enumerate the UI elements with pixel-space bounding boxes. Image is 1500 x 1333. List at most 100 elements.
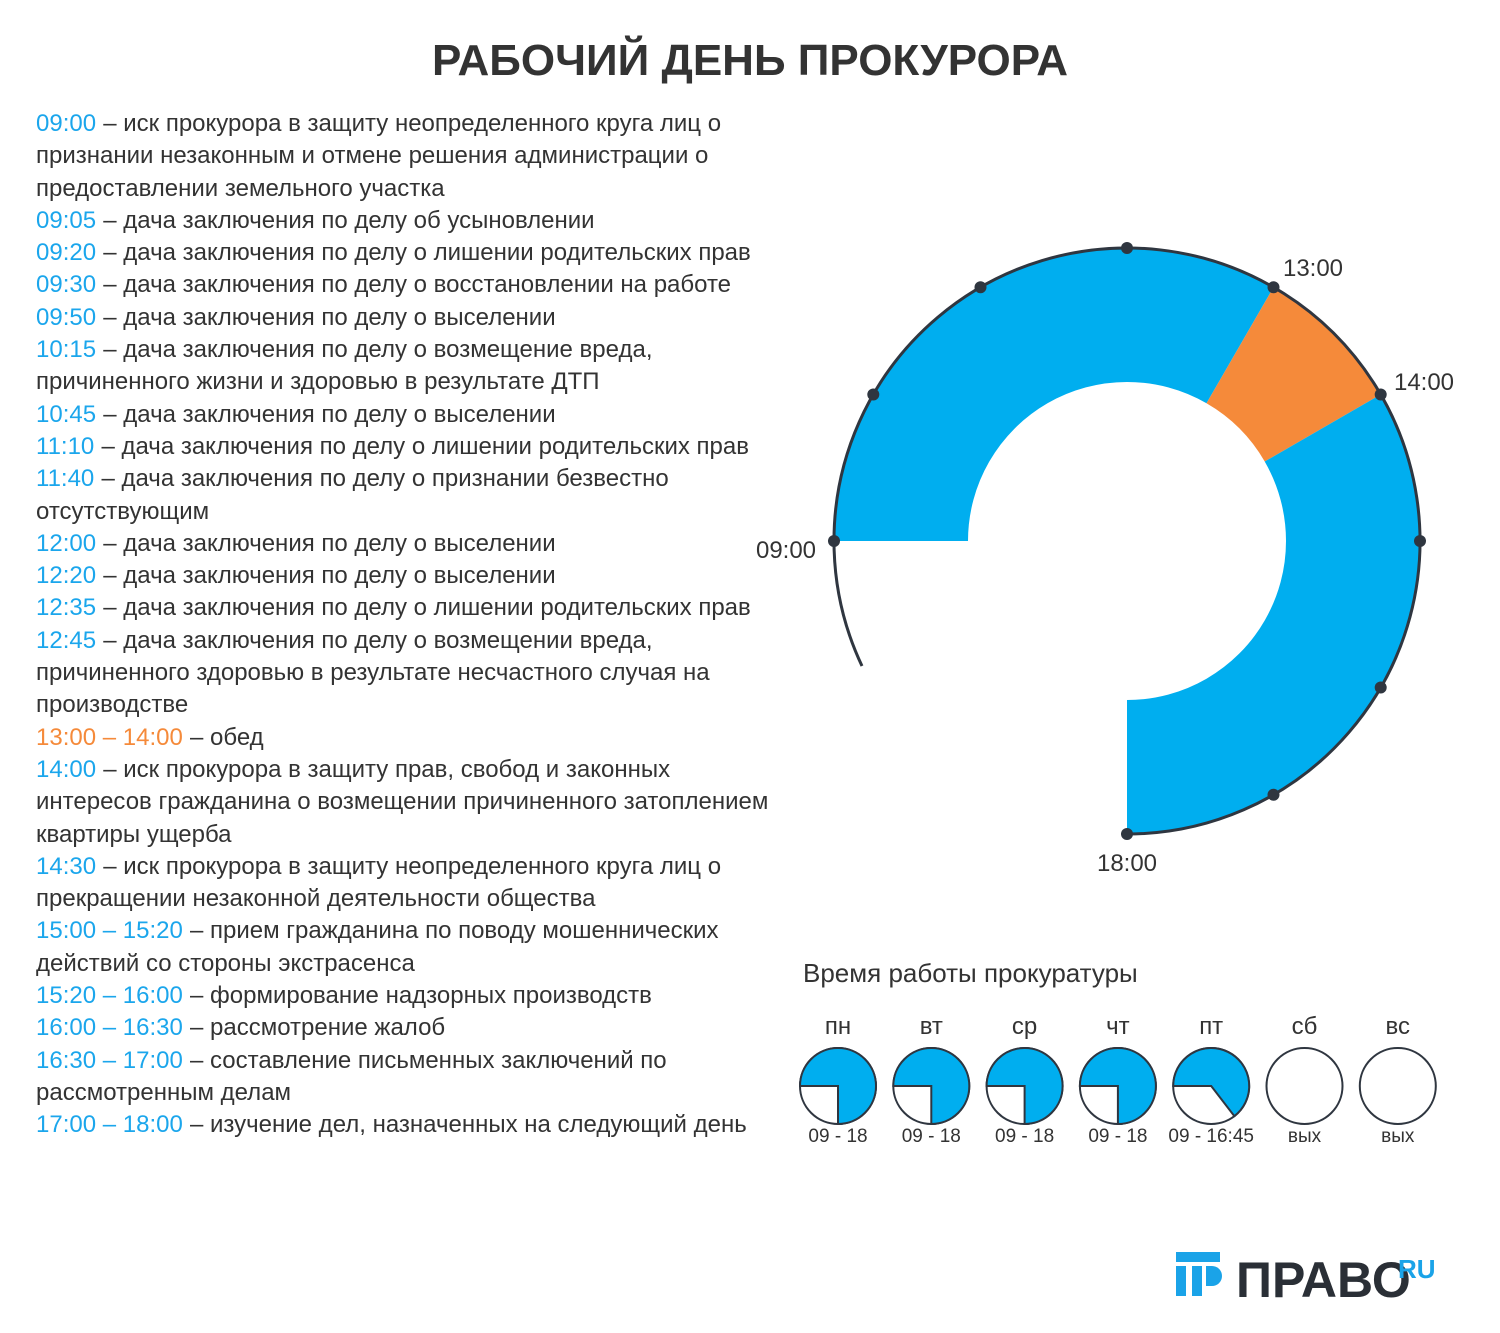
schedule-item: 09:05– дача заключения по делу об усынов… (36, 205, 771, 237)
time: 14:00 (36, 755, 97, 783)
logo-name: ПРАВО (1236, 1252, 1411, 1308)
day-hours-label: вых (1288, 1126, 1322, 1147)
time: 09:05 (36, 206, 97, 234)
time: 12:45 (36, 626, 97, 654)
day-circle (1358, 1047, 1437, 1125)
day-name: чт (1106, 1013, 1130, 1040)
day-name: вт (920, 1013, 943, 1040)
time: 09:30 (36, 271, 97, 299)
day-hours (1172, 1047, 1251, 1118)
schedule-item: 16:00 – 16:30– рассмотрение жалоб (36, 1012, 771, 1044)
time: 12:20 (36, 562, 97, 590)
day-hours (798, 1047, 877, 1126)
schedule-item: 10:15– дача заключения по делу о возмеще… (36, 334, 771, 399)
description: – дача заключения по делу о выселении (103, 400, 556, 428)
description: – прием гражданина по поводу мошенническ… (36, 917, 719, 977)
clock-label: 14:00 (1394, 369, 1454, 396)
time: 10:45 (36, 400, 97, 428)
clock: 09:00 13:00 14:00 18:00 (756, 242, 1454, 877)
description: – дача заключения по делу об усыновлении (103, 206, 595, 234)
schedule-item: 15:00 – 15:20– прием гражданина по повод… (36, 915, 771, 980)
day-hours-label: вых (1381, 1126, 1415, 1147)
lunch-segment (1206, 287, 1381, 462)
time: 10:15 (36, 336, 97, 364)
day-name: пт (1199, 1013, 1223, 1040)
day-name: ср (1012, 1013, 1037, 1040)
schedule: 09:00– иск прокурора в защиту неопределе… (36, 108, 771, 1142)
weekdays: пн 09 - 18 вт 09 - 18 ср 09 - 18 чт 09 - 18 пт 09… (798, 1013, 1437, 1147)
description: – дача заключения по делу о возмещении в… (36, 626, 710, 719)
day-name: вс (1386, 1013, 1410, 1040)
schedule-item: 13:00 – 14:00– обед (36, 722, 771, 754)
time: 17:00 – 18:00 (36, 1111, 183, 1139)
time: 15:00 – 15:20 (36, 917, 183, 945)
time: 12:35 (36, 594, 97, 622)
time: 16:30 – 17:00 (36, 1046, 183, 1074)
schedule-item: 12:20– дача заключения по делу о выселен… (36, 560, 771, 592)
schedule-item: 09:30– дача заключения по делу о восстан… (36, 269, 771, 301)
day-hours-label: 09 - 16:45 (1168, 1126, 1254, 1147)
description: – иск прокурора в защиту неопределенного… (36, 110, 722, 202)
logo-suffix: RU (1398, 1254, 1436, 1284)
time: 09:20 (36, 239, 97, 267)
description: – дача заключения по делу о выселении (103, 562, 556, 590)
clock-label: 18:00 (1097, 850, 1157, 877)
day-hours-label: 09 - 18 (995, 1126, 1054, 1147)
hour-dots (828, 242, 1426, 840)
time: 16:00 – 16:30 (36, 1014, 183, 1042)
time: 13:00 – 14:00 (36, 723, 183, 751)
description: – обед (190, 723, 264, 751)
description: – дача заключения по делу о выселении (103, 303, 556, 331)
description: – изучение дел, назначенных на следующий… (190, 1111, 747, 1139)
time: 09:00 (36, 110, 97, 137)
schedule-item: 11:10– дача заключения по делу о лишении… (36, 431, 771, 463)
description: – дача заключения по делу о признании бе… (36, 465, 669, 525)
day-hours (1078, 1047, 1157, 1126)
schedule-item: 17:00 – 18:00– изучение дел, назначенных… (36, 1109, 771, 1141)
schedule-item: 14:30– иск прокурора в защиту неопределе… (36, 851, 771, 916)
clock-label: 13:00 (1283, 255, 1343, 282)
day-hours-label: 09 - 18 (902, 1126, 961, 1147)
description: – иск прокурора в защиту неопределенного… (36, 852, 722, 913)
description: – рассмотрение жалоб (190, 1014, 446, 1042)
schedule-item: 11:40– дача заключения по делу о признан… (36, 463, 771, 528)
time: 15:20 – 16:00 (36, 982, 183, 1010)
logo: ПРАВО RU (1176, 1252, 1436, 1308)
day-circle (1265, 1047, 1344, 1125)
schedule-item: 15:20 – 16:00– формирование надзорных пр… (36, 980, 771, 1012)
time: 09:50 (36, 303, 97, 331)
schedule-item: 12:45– дача заключения по делу о возмеще… (36, 625, 771, 722)
time: 12:00 (36, 529, 97, 557)
schedule-item: 09:50– дача заключения по делу о выселен… (36, 302, 771, 334)
description: – дача заключения по делу о лишении роди… (101, 432, 749, 460)
description: – составление письменных заключений по р… (36, 1046, 667, 1106)
day-hours (985, 1047, 1064, 1126)
description: – дача заключения по делу о лишении роди… (103, 239, 751, 267)
schedule-item: 10:45– дача заключения по делу о выселен… (36, 399, 771, 431)
title: РАБОЧИЙ ДЕНЬ ПРОКУРОРА (431, 36, 1068, 85)
description: – дача заключения по делу о возмещение в… (36, 336, 653, 396)
time: 11:10 (36, 432, 95, 460)
description: – формирование надзорных производств (190, 982, 652, 1010)
schedule-item: 09:20– дача заключения по делу о лишении… (36, 237, 771, 269)
description: – дача заключения по делу о лишении роди… (103, 594, 751, 622)
day-hours (892, 1047, 971, 1126)
schedule-item: 16:30 – 17:00– составление письменных за… (36, 1045, 771, 1110)
day-hours-label: 09 - 18 (1088, 1126, 1147, 1147)
schedule-item: 12:35– дача заключения по делу о лишении… (36, 592, 771, 624)
day-name: пн (825, 1013, 851, 1040)
work-segment (1127, 394, 1420, 834)
day-hours-label: 09 - 18 (808, 1126, 867, 1147)
schedule-item: 09:00– иск прокурора в защиту неопределе… (36, 108, 771, 205)
schedule-item: 12:00– дача заключения по делу о выселен… (36, 528, 771, 560)
description: – дача заключения по делу о восстановлен… (103, 271, 732, 299)
clock-label: 09:00 (756, 537, 816, 564)
description: – дача заключения по делу о выселении (103, 529, 556, 557)
hours-title: Время работы прокуратуры (803, 958, 1138, 988)
time: 14:30 (36, 852, 97, 880)
clock-rim (832, 246, 1422, 836)
work-segment (834, 248, 1274, 541)
schedule-item: 14:00– иск прокурора в защиту прав, своб… (36, 754, 771, 851)
